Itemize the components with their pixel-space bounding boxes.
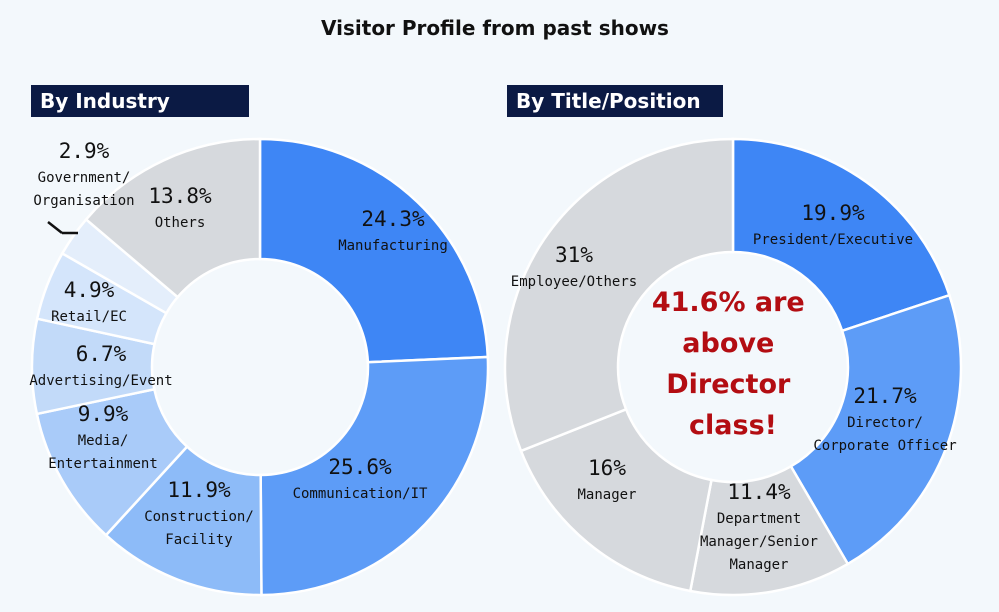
industry-slice-category: Manufacturing	[338, 238, 448, 254]
industry-slice-label: 24.3% Manufacturing	[338, 207, 448, 254]
position-slice-category: Director/	[847, 415, 923, 431]
industry-slice-category: Advertising/Event	[29, 373, 172, 389]
position-slice	[789, 293, 963, 566]
industry-slice-category: Media/	[78, 433, 129, 449]
position-slice-percent: 11.4%	[727, 480, 791, 504]
title-position-donut-chart: 19.9% President/Executive 21.7% Director/Co…	[503, 137, 963, 597]
industry-slice-category: Entertainment	[48, 456, 158, 472]
industry-slice-label: 6.7% Advertising/Event	[29, 342, 172, 389]
industry-slice-label: 13.8% Others	[148, 184, 212, 231]
industry-slice-label: 11.9% Construction/Facility	[144, 478, 254, 548]
position-slice-percent: 21.7%	[853, 384, 917, 408]
position-slice-label: 16% Manager	[577, 456, 636, 503]
industry-slice-label: 25.6% Communication/IT	[293, 455, 428, 502]
position-slice	[519, 407, 713, 593]
industry-slice-category: Organisation	[33, 193, 134, 209]
industry-slice-label: 2.9% Government/Organisation	[33, 139, 134, 209]
industry-slice-percent: 9.9%	[78, 402, 129, 426]
position-slice-percent: 16%	[588, 456, 626, 480]
industry-slice	[258, 137, 490, 364]
industry-slice-percent: 11.9%	[167, 478, 231, 502]
position-slice-label: 11.4% Department Manager/Senior Manager	[700, 480, 818, 573]
position-slice-category: Manager	[577, 487, 636, 503]
industry-slice-label: 4.9% Retail/EC	[51, 278, 127, 325]
industry-slice-category: Construction/	[144, 509, 254, 525]
position-slice-category: Manager/Senior	[700, 534, 818, 550]
position-slice-category: Department	[717, 511, 801, 527]
center-note-line: above	[682, 328, 774, 359]
industry-slice-percent: 2.9%	[59, 139, 110, 163]
center-note-line: Director	[666, 369, 791, 400]
industry-slice-category: Government/	[38, 170, 131, 186]
industry-slice-percent: 24.3%	[361, 207, 425, 231]
industry-slice	[259, 355, 490, 597]
center-note-line: 41.6% are	[652, 287, 805, 318]
industry-section-label: By Industry	[31, 85, 249, 117]
center-note-line: class!	[689, 410, 777, 441]
position-slice-category: Manager	[729, 557, 788, 573]
position-slice-category: President/Executive	[753, 232, 913, 248]
position-slice-label: 19.9% President/Executive	[753, 201, 913, 248]
industry-slice	[84, 137, 262, 299]
industry-slice-category: Retail/EC	[51, 309, 127, 325]
center-note: 41.6% are above Director class!	[652, 287, 814, 441]
industry-slice-category: Others	[155, 215, 206, 231]
position-slice	[503, 137, 735, 453]
industry-slice-category: Facility	[165, 532, 232, 548]
position-slice-percent: 19.9%	[801, 201, 865, 225]
industry-slice-percent: 6.7%	[76, 342, 127, 366]
industry-slice-category: Communication/IT	[293, 486, 428, 502]
page-title: Visitor Profile from past shows	[321, 16, 669, 40]
title-position-section-label: By Title/Position	[507, 85, 723, 117]
industry-slice-label: 9.9% Media/Entertainment	[48, 402, 158, 472]
position-slice-category: Corporate Officer	[813, 438, 956, 454]
industry-donut-chart: 24.3% Manufacturing 25.6% Communication/IT 1…	[29, 137, 490, 597]
position-slice-percent: 31%	[555, 243, 593, 267]
industry-slice-percent: 25.6%	[328, 455, 392, 479]
position-slice-category: Employee/Others	[511, 274, 637, 290]
industry-slice-percent: 13.8%	[148, 184, 212, 208]
industry-slice-percent: 4.9%	[64, 278, 115, 302]
position-slice	[731, 137, 951, 333]
position-slice-label: 31% Employee/Others	[511, 243, 637, 290]
position-slice-label: 21.7% Director/Corporate Officer	[813, 384, 956, 454]
government-leader-line	[47, 221, 63, 234]
